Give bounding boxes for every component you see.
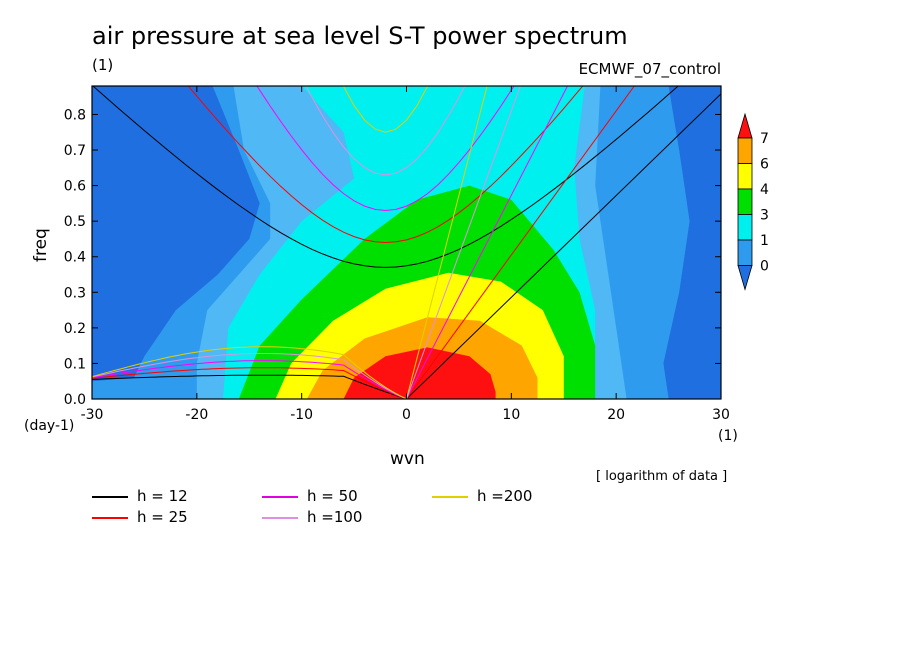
- colorbar-label: 3: [760, 208, 769, 224]
- colorbar-segment: [737, 137, 753, 164]
- y-tick-label: 0.8: [64, 107, 86, 123]
- rossby-curve-h50: [92, 360, 407, 399]
- legend-label: h =100: [307, 508, 363, 526]
- inertia-gravity-curve-h100: [305, 86, 466, 176]
- y-axis: 0.0 0.1 0.2 0.3 0.4 0.5 0.6 0.7 0.8: [64, 107, 721, 408]
- region-dark-blue-right: [663, 86, 721, 399]
- colorbar-label: 6: [760, 157, 769, 173]
- legend-label: h = 12: [137, 487, 188, 505]
- y-tick-label: 0.1: [64, 356, 86, 372]
- chart-title-unit: (1): [92, 56, 114, 74]
- colorbar-segment: [737, 214, 753, 241]
- legend-swatch: [262, 496, 298, 498]
- y-axis-label: freq: [31, 228, 51, 262]
- y-tick-label: 0.4: [64, 250, 86, 266]
- legend-label: h = 50: [307, 487, 358, 505]
- data-note: [ logarithm of data ]: [596, 469, 728, 484]
- y-tick-label: 0.2: [64, 321, 86, 337]
- x-axis-unit: (1): [718, 428, 738, 444]
- x-tick-label: 30: [712, 407, 730, 423]
- inertia-gravity-curve-h200: [342, 86, 429, 133]
- colorbar-label: 1: [760, 233, 769, 249]
- colorbar-bottom-triangle: [737, 265, 753, 291]
- rossby-curve-h25: [92, 367, 407, 399]
- legend-swatch: [92, 496, 128, 498]
- colorbar-label: 7: [760, 131, 769, 147]
- legend-swatch: [262, 517, 298, 519]
- rossby-curve-h200: [92, 346, 407, 399]
- legend-label: h =200: [477, 487, 533, 505]
- x-tick-label: -20: [185, 407, 208, 423]
- legend-swatch: [432, 496, 468, 498]
- rossby-curve-h12: [92, 374, 407, 399]
- y-tick-label: 0.5: [64, 214, 86, 230]
- y-axis-unit: (day-1): [24, 418, 74, 434]
- chart-subtitle: ECMWF_07_control: [578, 60, 721, 78]
- colorbar-segment: [737, 239, 753, 266]
- inertia-gravity-curve-h50: [256, 86, 515, 212]
- x-tick-label: 10: [502, 407, 520, 423]
- y-tick-label: 0.7: [64, 143, 86, 159]
- inertia-gravity-curve-h25: [187, 86, 584, 244]
- colorbar-segment: [737, 188, 753, 215]
- colorbar-label: 0: [760, 259, 769, 275]
- colorbar: 7 6 4 3 1 0: [737, 112, 769, 291]
- kelvin-line-h200: [406, 86, 488, 399]
- kelvin-line-h12: [406, 93, 721, 399]
- colorbar-top-triangle: [737, 112, 753, 139]
- kelvin-line-h25: [406, 86, 635, 399]
- region-dark-blue-left: [92, 86, 260, 382]
- legend-swatch: [92, 517, 128, 519]
- plot-area: [92, 86, 721, 399]
- x-axis-label: wvn: [390, 449, 425, 469]
- region-mid-blue-right: [595, 86, 690, 399]
- kelvin-line-h50: [406, 86, 569, 399]
- y-tick-label: 0.3: [64, 285, 86, 301]
- inertia-gravity-curve-h12: [92, 86, 679, 268]
- x-tick-label: 20: [607, 407, 625, 423]
- x-tick-label: -30: [81, 407, 104, 423]
- x-tick-label: -10: [290, 407, 313, 423]
- x-axis: -30 -20 -10 0 10 20 30: [81, 86, 730, 423]
- rossby-curve-h100: [92, 353, 407, 399]
- y-tick-label: 0.0: [64, 392, 86, 408]
- chart-title: air pressure at sea level S-T power spec…: [92, 22, 628, 50]
- y-tick-label: 0.6: [64, 179, 86, 195]
- legend-label: h = 25: [137, 508, 188, 526]
- colorbar-segment: [737, 163, 753, 190]
- kelvin-line-h100: [406, 86, 521, 399]
- x-tick-label: 0: [402, 407, 411, 423]
- colorbar-label: 4: [760, 182, 769, 198]
